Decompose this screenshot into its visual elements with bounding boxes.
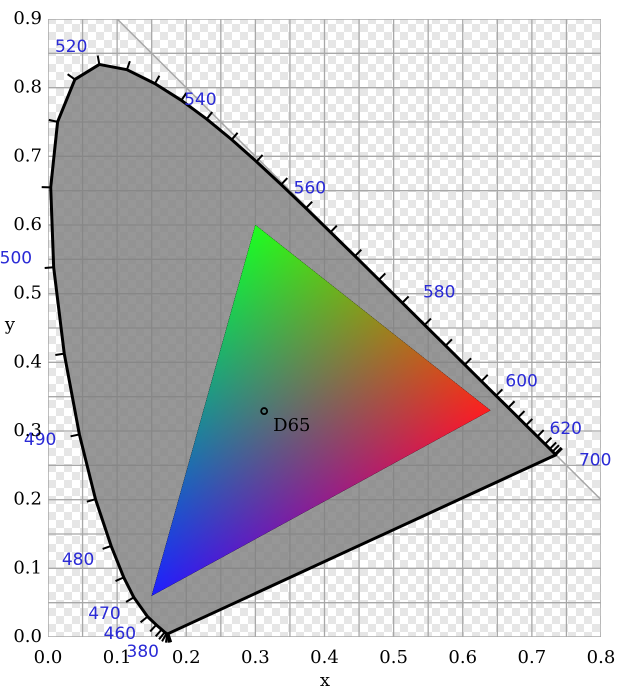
- wavelength-label: 560: [294, 178, 326, 198]
- y-tick-label: 0.6: [13, 214, 42, 235]
- wavelength-tick: [555, 447, 563, 456]
- wavelength-label: 520: [55, 37, 87, 57]
- wavelength-tick: [115, 576, 125, 582]
- wavelength-tick: [280, 177, 289, 186]
- wavelength-tick: [149, 624, 157, 633]
- x-tick-label: 0.8: [587, 647, 616, 668]
- y-tick-label: 0.5: [13, 283, 42, 304]
- y-tick-label: 0.8: [13, 77, 42, 98]
- gamut: [151, 225, 491, 596]
- x-tick-label: 0.4: [310, 647, 339, 668]
- wavelength-tick: [378, 272, 387, 281]
- wavelength-tick: [230, 132, 239, 141]
- wavelength-tick: [125, 596, 135, 603]
- gamut-channel: [151, 225, 491, 596]
- y-tick-label: 0.7: [13, 145, 42, 166]
- wavelength-label: 470: [88, 604, 120, 624]
- x-axis-label: x: [320, 670, 330, 691]
- y-tick-label: 0.4: [13, 351, 42, 372]
- x-tick-label: 0.2: [172, 647, 201, 668]
- wavelength-tick: [495, 388, 504, 397]
- wavelength-tick: [517, 410, 526, 419]
- y-tick-label: 0.0: [13, 626, 42, 647]
- y-tick-label: 0.1: [13, 557, 42, 578]
- y-axis-label: y: [4, 314, 16, 335]
- wavelength-tick: [125, 60, 131, 71]
- wavelength-tick: [549, 441, 557, 450]
- gamut-lift: [151, 225, 491, 596]
- wavelength-tick: [158, 631, 166, 640]
- x-tick-label: 0.0: [34, 647, 63, 668]
- wavelength-tick: [401, 295, 410, 304]
- wavelength-label: 500: [0, 249, 32, 269]
- wavelength-tick: [507, 400, 516, 409]
- wavelength-tick: [86, 498, 96, 503]
- x-tick-label: 0.6: [448, 647, 477, 668]
- wavelength-tick: [551, 444, 560, 453]
- x-tick-label: 0.3: [241, 647, 270, 668]
- wavelength-tick: [48, 118, 58, 123]
- wavelength-label: 380: [127, 642, 159, 662]
- x-tick-label: 0.5: [379, 647, 408, 668]
- wavelength-tick: [544, 437, 553, 445]
- wavelength-tick: [70, 433, 80, 438]
- wavelength-tick: [329, 225, 338, 233]
- wavelength-label: 580: [423, 283, 455, 303]
- y-tick-label: 0.9: [13, 8, 42, 29]
- wavelength-tick: [139, 615, 149, 624]
- wavelength-tick: [180, 92, 188, 101]
- x-tick-label: 0.7: [518, 647, 547, 668]
- x-tick-label: 0.1: [103, 647, 132, 668]
- white-point: [260, 407, 269, 415]
- wavelength-tick: [102, 544, 112, 550]
- y-tick-label: 0.2: [13, 489, 42, 510]
- wavelength-tick: [423, 317, 432, 326]
- wavelength-tick: [96, 55, 101, 65]
- wavelength-tick: [67, 73, 76, 81]
- wavelength-label: 490: [24, 430, 56, 450]
- wavelength-tick: [480, 374, 489, 382]
- wavelength-tick: [154, 75, 161, 85]
- wavelength-label: 460: [104, 624, 136, 644]
- wavelength-label: 700: [579, 450, 611, 470]
- wavelength-tick: [554, 446, 563, 455]
- wavelength-tick: [525, 418, 534, 427]
- white-point-label: D65: [273, 415, 310, 436]
- wavelength-tick: [354, 248, 363, 257]
- wavelength-tick: [154, 628, 163, 637]
- wavelength-tick: [305, 201, 313, 209]
- wavelength-tick: [536, 429, 545, 438]
- wavelength-tick: [205, 111, 214, 120]
- wavelength-tick: [164, 633, 169, 643]
- wavelength-label: 620: [550, 419, 582, 439]
- wavelength-tick: [161, 633, 168, 642]
- wavelength-tick: [464, 357, 472, 366]
- wavelength-tick: [44, 266, 54, 270]
- y-tick-label: 0.3: [13, 420, 42, 441]
- wavelength-label: 480: [62, 550, 94, 570]
- wavelength-label: 600: [505, 372, 537, 392]
- wavelength-tick: [444, 338, 453, 347]
- wavelength-label: 540: [184, 90, 216, 110]
- wavelength-tick: [55, 352, 65, 356]
- wavelength-tick: [255, 154, 264, 163]
